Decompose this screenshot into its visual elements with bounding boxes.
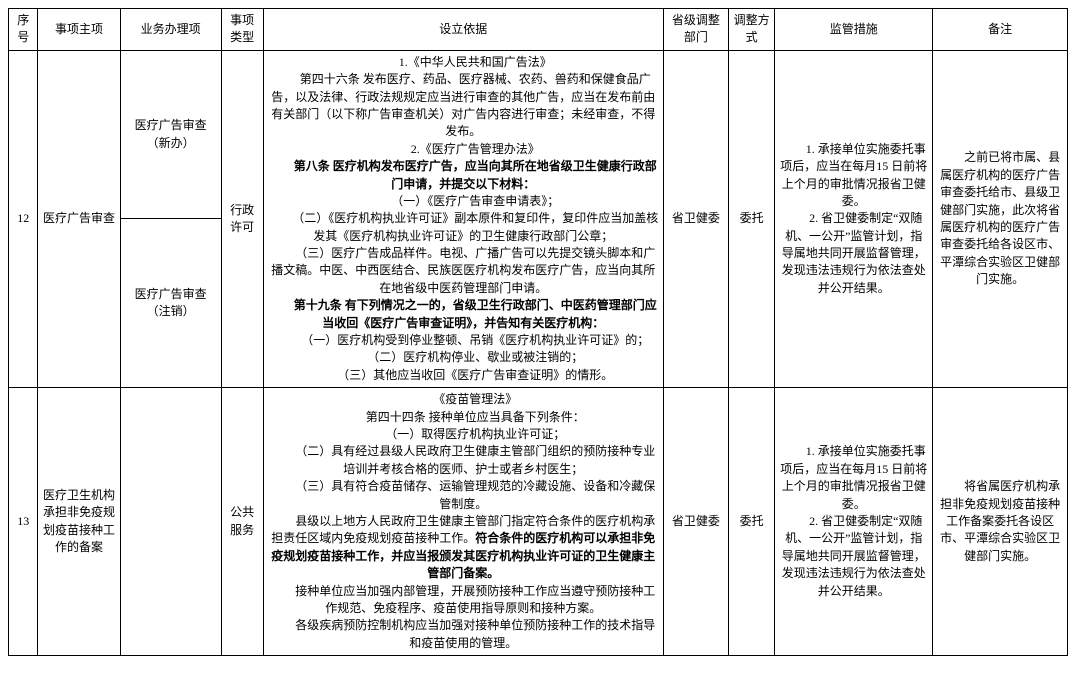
col-adj-dept: 省级调整部门 — [663, 9, 728, 51]
col-biz: 业务办理项 — [120, 9, 221, 51]
cell-main: 医疗广告审查 — [38, 50, 120, 387]
table-header-row: 序号 事项主项 业务办理项 事项类型 设立依据 省级调整部门 调整方式 监管措施… — [9, 9, 1068, 51]
cell-supervision: 1. 承接单位实施委托事项后，应当在每月15 日前将上个月的审批情况报省卫健委。… — [775, 388, 933, 656]
cell-basis: 1.《中华人民共和国广告法》第四十六条 发布医疗、药品、医疗器械、农药、兽药和保… — [263, 50, 663, 387]
cell-biz — [120, 388, 221, 656]
col-adj-mode: 调整方式 — [728, 9, 774, 51]
cell-supervision: 1. 承接单位实施委托事项后，应当在每月15 日前将上个月的审批情况报省卫健委。… — [775, 50, 933, 387]
col-remark: 备注 — [933, 9, 1068, 51]
col-supervise: 监管措施 — [775, 9, 933, 51]
col-seq: 序号 — [9, 9, 38, 51]
cell-seq: 12 — [9, 50, 38, 387]
cell-adj-mode: 委托 — [728, 388, 774, 656]
policy-table: 序号 事项主项 业务办理项 事项类型 设立依据 省级调整部门 调整方式 监管措施… — [8, 8, 1068, 656]
cell-adj-dept: 省卫健委 — [663, 388, 728, 656]
cell-biz: 医疗广告审查（注销） — [120, 219, 221, 388]
cell-biz: 医疗广告审查（新办） — [120, 50, 221, 219]
cell-remark: 将省属医疗机构承担非免疫规划疫苗接种工作备案委托各设区市、平潭综合实验区卫健部门… — [933, 388, 1068, 656]
cell-type: 行政许可 — [221, 50, 263, 387]
cell-seq: 13 — [9, 388, 38, 656]
table-row: 13 医疗卫生机构承担非免疫规划疫苗接种工作的备案 公共服务 《疫苗管理法》第四… — [9, 388, 1068, 656]
table-row: 12 医疗广告审查 医疗广告审查（新办） 行政许可 1.《中华人民共和国广告法》… — [9, 50, 1068, 219]
cell-basis: 《疫苗管理法》第四十四条 接种单位应当具备下列条件：（一）取得医疗机构执业许可证… — [263, 388, 663, 656]
col-basis: 设立依据 — [263, 9, 663, 51]
cell-main: 医疗卫生机构承担非免疫规划疫苗接种工作的备案 — [38, 388, 120, 656]
remark-text: 将省属医疗机构承担非免疫规划疫苗接种工作备案委托各设区市、平潭综合实验区卫健部门… — [937, 478, 1063, 565]
cell-adj-mode: 委托 — [728, 50, 774, 387]
remark-text: 之前已将市属、县属医疗机构的医疗广告审查委托给市、县级卫健部门实施，此次将省属医… — [937, 149, 1063, 288]
col-type: 事项类型 — [221, 9, 263, 51]
cell-adj-dept: 省卫健委 — [663, 50, 728, 387]
col-main: 事项主项 — [38, 9, 120, 51]
cell-remark: 之前已将市属、县属医疗机构的医疗广告审查委托给市、县级卫健部门实施，此次将省属医… — [933, 50, 1068, 387]
cell-type: 公共服务 — [221, 388, 263, 656]
